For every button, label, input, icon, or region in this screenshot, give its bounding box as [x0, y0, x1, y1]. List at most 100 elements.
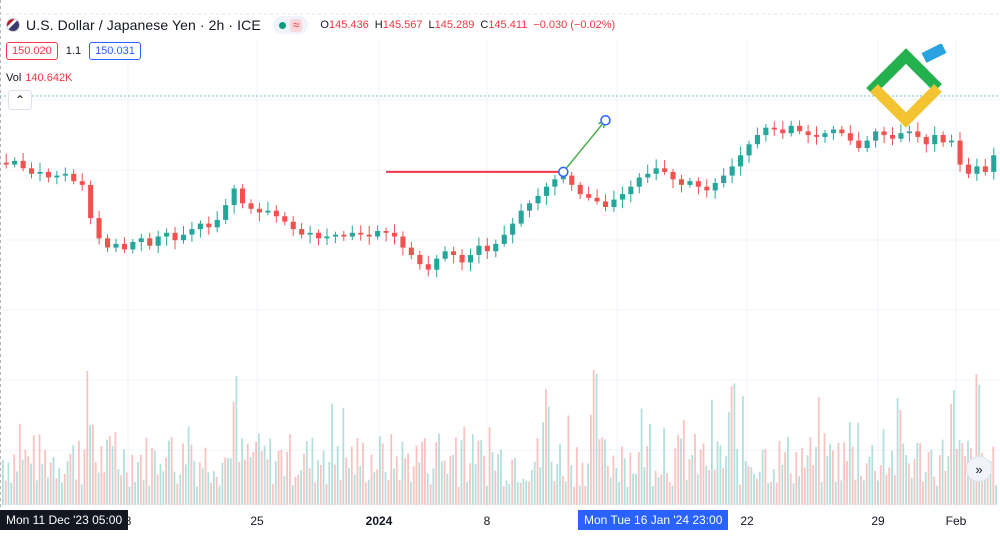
volume-bar [601, 437, 604, 505]
volume-bar [221, 462, 224, 505]
volume-bar [795, 452, 798, 505]
volume-bar [52, 456, 55, 505]
volume-value: 140.642K [25, 72, 73, 84]
candle-body [510, 223, 516, 235]
volume-bar [874, 470, 876, 505]
sell-price-button[interactable]: 150.020 [6, 42, 58, 60]
buy-price-button[interactable]: 150.031 [89, 42, 141, 60]
volume-bar [407, 453, 409, 505]
volume-bar [739, 484, 741, 505]
volume-bar [477, 440, 480, 505]
volume-bar [415, 445, 418, 505]
volume-bar [722, 468, 725, 505]
volume-bar [902, 443, 905, 505]
candle-body [172, 232, 178, 241]
volume-bar [128, 486, 131, 505]
volume-bar [547, 406, 550, 505]
candle-body [459, 255, 465, 263]
volume-bar [328, 461, 331, 505]
open-label: O [320, 19, 329, 31]
volume-bar [530, 469, 533, 505]
market-status-badge[interactable]: ≈ [272, 16, 309, 34]
low-value: 145.289 [434, 19, 475, 31]
volume-bar [55, 478, 58, 505]
candle-body [788, 125, 794, 134]
volume-bar [297, 474, 300, 505]
volume-bar [485, 485, 488, 505]
volume-bar [550, 461, 553, 505]
brand-logo [866, 43, 952, 130]
collapse-legend-button[interactable]: ⌃ [8, 90, 32, 110]
volume-bar [862, 480, 865, 505]
candle-body [543, 186, 549, 196]
volume-bar [772, 469, 775, 505]
volume-bar [787, 437, 789, 505]
time-tick: 2024 [365, 514, 393, 528]
volume-bar [823, 433, 826, 505]
high-value: 145.567 [382, 19, 423, 31]
candle-body [940, 135, 946, 143]
volume-bar [16, 471, 18, 505]
volume-bar [142, 480, 145, 505]
volume-bar [336, 445, 339, 505]
volume-bar [35, 480, 38, 505]
volume-bar [747, 466, 750, 505]
volume-bar [38, 434, 41, 505]
volume-bar [125, 472, 128, 505]
volume-bar [905, 455, 907, 505]
volume-bar [528, 481, 530, 505]
volume-bar [97, 472, 100, 505]
candle-body [535, 195, 541, 204]
volume-bar [4, 480, 7, 505]
candle-body [805, 131, 811, 136]
volume-bar [789, 473, 792, 505]
volume-bar [429, 484, 432, 505]
candle-body [316, 232, 322, 239]
volume-bar [291, 485, 294, 505]
volume-bar [89, 425, 91, 505]
scroll-to-realtime-button[interactable]: » [966, 456, 992, 482]
close-label: C [480, 19, 489, 31]
candle-body [375, 231, 381, 237]
candle-body [695, 181, 701, 187]
candle-body [79, 181, 85, 185]
volume-bar [339, 480, 342, 505]
volume-bar [567, 415, 570, 505]
volume-bar [418, 462, 421, 505]
volume-bar [666, 473, 668, 505]
volume-bar [950, 403, 952, 505]
symbol-title[interactable]: U.S. Dollar / Japanese Yen · 2h · ICE [26, 17, 261, 33]
candle-body [729, 166, 735, 176]
volume-bar [888, 467, 891, 505]
volume-bar [877, 480, 879, 505]
volume-bar [274, 461, 277, 505]
volume-bar [635, 473, 637, 505]
candle-body [662, 168, 668, 172]
volume-bar [846, 461, 848, 505]
volume-bar [387, 479, 390, 505]
volume-bar [176, 483, 179, 505]
candle-body [974, 166, 980, 174]
candle-body [206, 223, 212, 228]
volume-bar [362, 442, 364, 505]
volume-bar [32, 435, 35, 505]
candle-body [164, 232, 170, 237]
volume-bar [933, 476, 936, 505]
volume-bar [668, 481, 671, 505]
volume-bar [173, 471, 176, 505]
candle-body [586, 194, 592, 198]
spread-value: 1.1 [65, 45, 82, 57]
candle-body [890, 135, 896, 139]
volume-bar [218, 485, 221, 505]
volume-bar [412, 466, 415, 505]
volume-bar [258, 433, 260, 505]
time-axis[interactable]: 8 25 2024 8 22 29 Feb Mon 11 Dec '23 05:… [0, 508, 1000, 534]
candle-body [932, 135, 938, 145]
volume-bar [151, 448, 153, 505]
ohlc-values: O145.436 H145.567 L145.289 C145.411 −0.0… [320, 19, 615, 31]
volume-bar [809, 437, 812, 505]
volume-bar [910, 477, 913, 505]
volume-bar [995, 485, 997, 505]
